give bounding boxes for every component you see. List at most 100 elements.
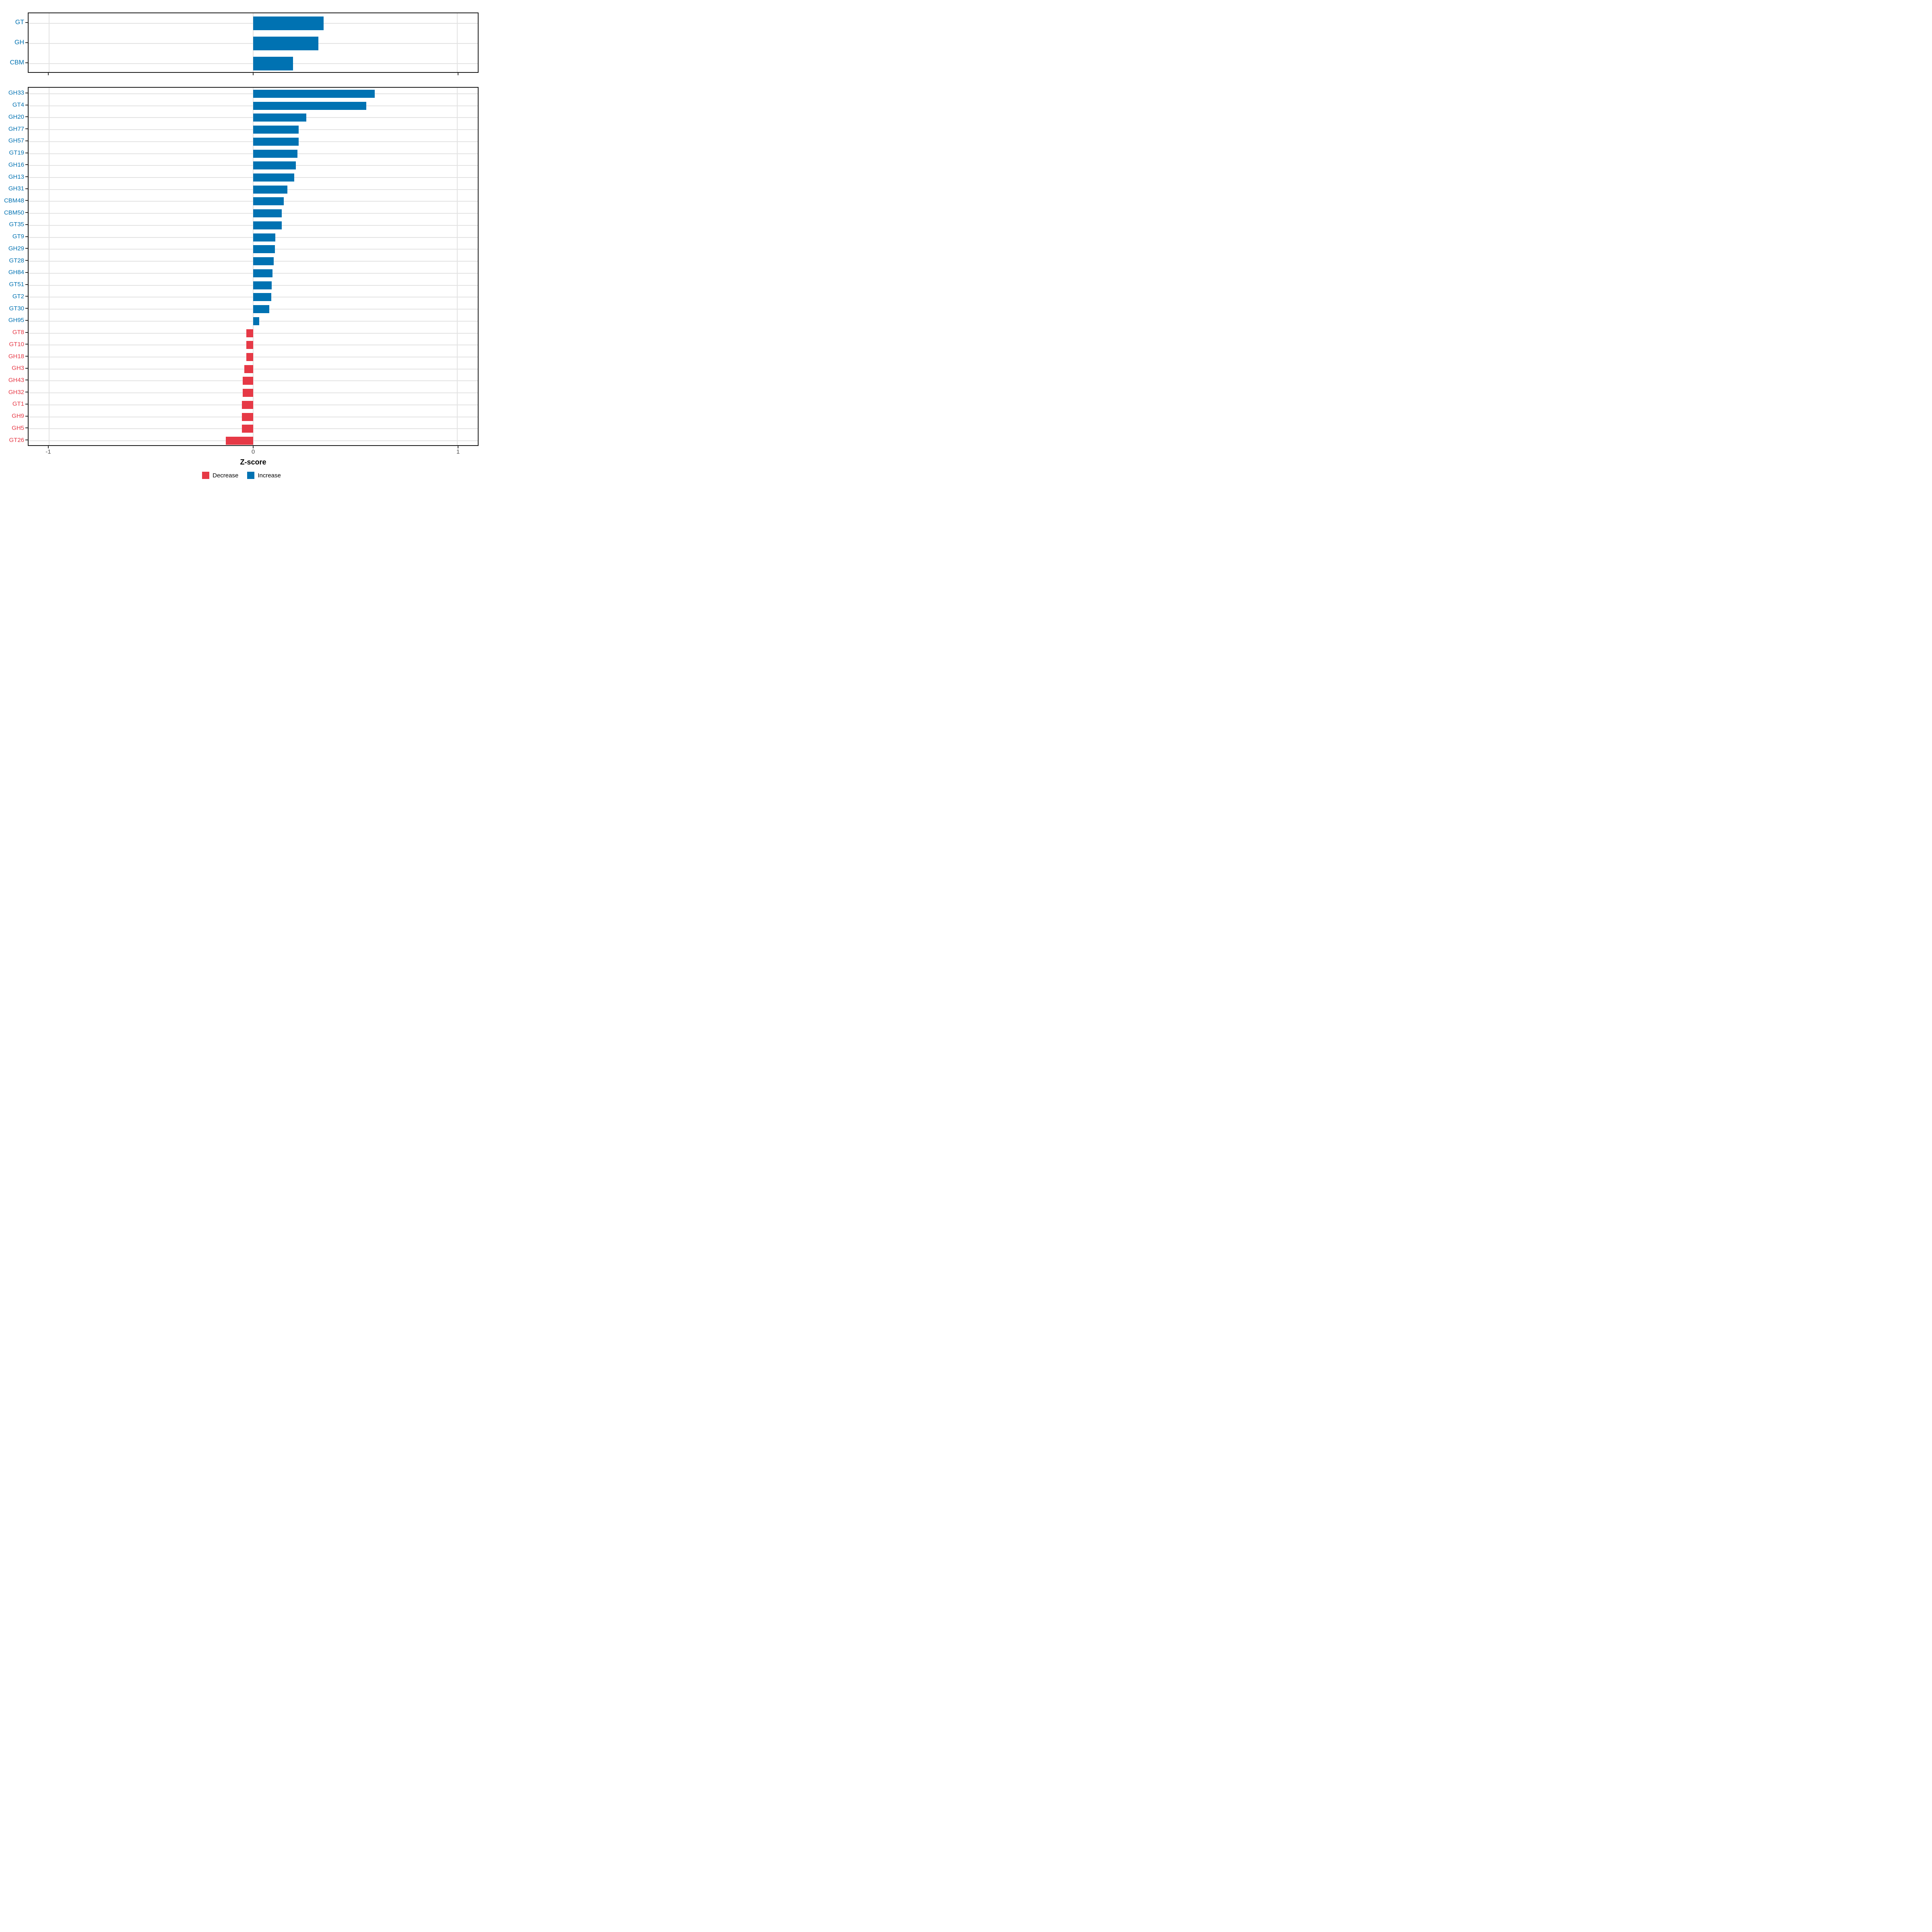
y-axis-tick [25, 308, 28, 309]
row-label-GT51: GT51 [9, 281, 24, 288]
bar-GT35 [253, 221, 282, 229]
row-label-GH43: GH43 [8, 376, 24, 384]
row-label-GH20: GH20 [8, 113, 24, 120]
bar-CBM [253, 57, 293, 70]
y-axis-tick [25, 427, 28, 429]
row-label-GT: GT [15, 19, 24, 26]
bar-GH [253, 37, 318, 50]
bar-GT9 [253, 233, 275, 242]
row-label-GT35: GT35 [9, 221, 24, 228]
x-axis-tick [47, 73, 49, 75]
bar-GH3 [244, 365, 253, 373]
bar-GT30 [253, 305, 270, 314]
row-label-GT19: GT19 [9, 149, 24, 157]
bar-CBM50 [253, 209, 282, 218]
row-label-GH29: GH29 [8, 245, 24, 252]
legend-label: Increase [258, 472, 281, 479]
bar-GT51 [253, 281, 272, 289]
vertical-gridline [253, 88, 254, 445]
row-label-GH: GH [14, 39, 24, 46]
y-axis-tick [25, 62, 28, 63]
y-axis-tick [25, 403, 28, 405]
bar-GT2 [253, 293, 272, 301]
bar-GT10 [246, 341, 253, 349]
row-label-GH18: GH18 [8, 353, 24, 360]
row-label-GT30: GT30 [9, 305, 24, 312]
y-axis-tick [25, 344, 28, 345]
bar-GH9 [242, 413, 253, 421]
y-axis-tick [25, 272, 28, 273]
row-label-GT2: GT2 [12, 293, 24, 300]
y-axis-tick [25, 284, 28, 285]
bar-GH20 [253, 114, 307, 122]
bar-GT4 [253, 101, 366, 110]
bar-GH43 [243, 377, 253, 385]
row-label-GH77: GH77 [8, 125, 24, 132]
row-label-GT1: GT1 [12, 400, 24, 408]
bar-CBM48 [253, 197, 284, 206]
bar-GT [253, 17, 324, 30]
bar-GH57 [253, 137, 299, 146]
bar-GH84 [253, 269, 273, 277]
x-axis-tick-label: -1 [45, 448, 51, 455]
y-axis-tick [25, 248, 28, 249]
y-axis-tick [25, 200, 28, 201]
y-axis-tick [25, 188, 28, 189]
bar-GT19 [253, 149, 297, 158]
row-label-GH16: GH16 [8, 161, 24, 168]
y-axis-tick [25, 320, 28, 321]
horizontal-gridline [29, 380, 478, 382]
bar-GT28 [253, 257, 274, 266]
vertical-gridline [48, 88, 50, 445]
vertical-gridline [457, 88, 458, 445]
decrease-swatch-icon [202, 472, 210, 479]
row-label-GH95: GH95 [8, 317, 24, 324]
row-label-GH5: GH5 [12, 424, 24, 431]
horizontal-gridline [29, 440, 478, 442]
bar-GT1 [242, 400, 253, 409]
y-axis-tick [25, 332, 28, 333]
y-axis-tick [25, 224, 28, 225]
bar-GH18 [246, 353, 253, 361]
y-axis-tick [25, 42, 28, 43]
x-axis-tick-label: 0 [251, 448, 255, 455]
legend-item-increase: Increase [247, 472, 281, 479]
vertical-gridline [457, 13, 458, 72]
bar-GT26 [225, 437, 253, 445]
bar-GH95 [253, 317, 259, 325]
zscore-bar-chart: -1 0 1 Z-score Decrease Increase GT GH CBM… [0, 0, 483, 483]
y-axis-tick [25, 212, 28, 213]
y-axis-tick [25, 116, 28, 118]
row-label-GH31: GH31 [8, 185, 24, 192]
row-label-GH84: GH84 [8, 269, 24, 276]
x-axis-tick-label: 1 [456, 448, 460, 455]
y-axis-tick [25, 260, 28, 261]
x-axis-tick [253, 446, 254, 448]
row-label-CBM: CBM [10, 59, 24, 66]
row-label-GT9: GT9 [12, 233, 24, 240]
x-axis-title: Z-score [240, 458, 266, 466]
horizontal-gridline [29, 392, 478, 394]
row-label-GT28: GT28 [9, 257, 24, 264]
bar-GT8 [246, 329, 253, 337]
row-label-GH9: GH9 [12, 413, 24, 420]
bar-GH33 [253, 89, 375, 98]
horizontal-gridline [29, 428, 478, 429]
row-label-GT4: GT4 [12, 101, 24, 109]
y-axis-tick [25, 140, 28, 141]
row-label-GH32: GH32 [8, 388, 24, 396]
y-axis-tick [25, 22, 28, 23]
bar-GH5 [242, 425, 253, 433]
y-axis-tick [25, 367, 28, 369]
bar-GH29 [253, 245, 275, 254]
row-label-GH57: GH57 [8, 137, 24, 144]
bar-GH32 [243, 389, 253, 397]
y-axis-tick [25, 176, 28, 177]
x-axis-tick [253, 73, 254, 75]
y-axis-tick [25, 164, 28, 165]
y-axis-tick [25, 128, 28, 130]
y-axis-tick [25, 356, 28, 357]
y-axis-tick [25, 415, 28, 417]
row-label-GH3: GH3 [12, 365, 24, 372]
row-label-GT8: GT8 [12, 329, 24, 336]
